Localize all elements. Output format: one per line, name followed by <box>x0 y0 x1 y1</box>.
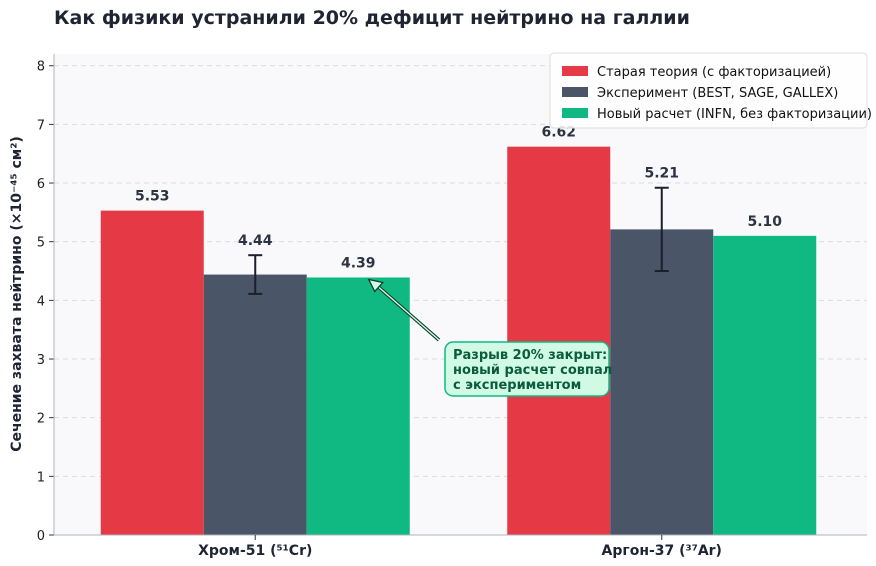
data-label: 4.39 <box>341 255 376 271</box>
annotation-arrow-inner <box>376 284 440 341</box>
y-tick-label: 1 <box>37 470 45 485</box>
legend: Старая теория (с факторизацией) Экспериме… <box>549 52 872 129</box>
bar <box>203 274 307 535</box>
bar <box>100 210 204 535</box>
y-tick-label: 0 <box>37 529 45 544</box>
y-tick-label: 3 <box>37 353 45 368</box>
y-tick-label: 4 <box>37 294 45 309</box>
x-tick-label: Аргон-37 (³⁷Ar) <box>602 543 722 559</box>
y-tick-label: 7 <box>37 118 45 133</box>
legend-swatch <box>562 87 588 97</box>
y-tick-label: 2 <box>37 412 45 427</box>
data-label: 5.21 <box>644 166 679 182</box>
annotation-text: новый расчет совпал <box>453 363 612 378</box>
bar <box>507 146 611 535</box>
bars: 5.53 4.44 4.39 6.62 5.21 5.10 <box>100 125 817 535</box>
y-tick-label: 5 <box>37 236 45 251</box>
y-tick-label: 8 <box>37 60 45 75</box>
axes: 0 1 2 3 4 5 6 7 8 Хром-51 (⁵¹Cr) Аргон-37 (³⁷Ar) <box>37 54 867 559</box>
bar <box>713 235 817 535</box>
data-label: 5.53 <box>135 189 170 205</box>
legend-label: Эксперимент (BEST, SAGE, GALLEX) <box>597 86 838 101</box>
annotation-text: Разрыв 20% закрыт: <box>453 348 607 363</box>
legend-label: Старая теория (с факторизацией) <box>597 65 831 80</box>
data-label: 4.44 <box>238 233 273 249</box>
annotation-text: с экспериментом <box>453 378 581 393</box>
legend-swatch <box>562 66 588 76</box>
legend-label: Новый расчет (INFN, без факторизации) <box>597 107 872 122</box>
data-label: 6.62 <box>541 125 576 141</box>
chart-title: Как физики устранили 20% дефицит нейтрин… <box>54 7 690 29</box>
bar <box>306 277 410 535</box>
data-label: 5.10 <box>747 214 782 230</box>
legend-swatch <box>562 108 588 118</box>
x-tick-label: Хром-51 (⁵¹Cr) <box>198 543 312 559</box>
annotation-box <box>444 341 610 397</box>
annotation-arrowhead <box>367 278 384 293</box>
bar <box>610 229 714 535</box>
y-tick-label: 6 <box>37 177 45 192</box>
legend-box <box>549 52 868 129</box>
y-axis-label: Сечение захвата нейтрино (×10⁻⁴⁵ см²) <box>9 136 25 452</box>
